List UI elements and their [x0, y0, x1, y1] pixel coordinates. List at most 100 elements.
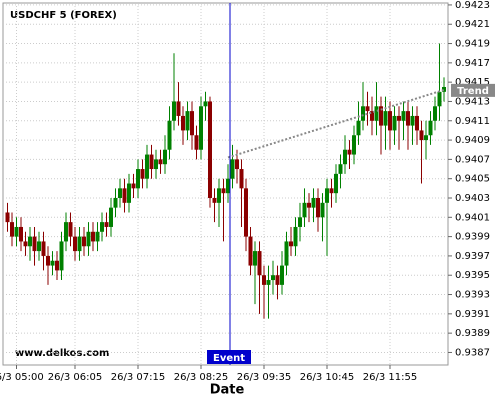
candle-body: [415, 115, 419, 131]
y-tick-label: 0.9405: [455, 174, 490, 185]
y-tick-label: 0.9391: [455, 309, 490, 320]
candle-body: [208, 101, 212, 198]
candle-body: [343, 149, 347, 165]
candle-body: [307, 202, 311, 208]
y-tick-label: 0.9399: [455, 232, 490, 243]
candle-body: [433, 106, 437, 121]
candle-body: [190, 111, 194, 136]
candle-body: [230, 159, 235, 179]
y-tick-label: 0.9423: [455, 0, 490, 11]
candle-body: [253, 251, 257, 266]
candle-body: [50, 260, 55, 266]
candle-body: [140, 169, 145, 179]
candle-body: [392, 115, 397, 131]
x-tick-label: 26/3 11:55: [363, 372, 417, 383]
y-tick-label: 0.9393: [455, 290, 490, 301]
candle-body: [361, 106, 365, 121]
candle-body: [262, 275, 266, 285]
candle-body: [145, 154, 149, 179]
x-tick-label: 26/3 09:35: [237, 372, 291, 383]
x-axis-label: Date: [210, 383, 245, 398]
candle-body: [370, 111, 374, 121]
x-tick-label: 26/3 06:05: [48, 372, 102, 383]
candle-body: [77, 236, 82, 252]
candle-body: [325, 188, 329, 203]
trend-tag: [451, 83, 495, 97]
y-tick-label: 0.9387: [455, 347, 490, 358]
candle-body: [401, 111, 406, 121]
candle-body: [100, 222, 104, 232]
candle-body: [23, 241, 28, 247]
candle-body: [365, 106, 370, 112]
x-tick-label: 26/3 05:00: [0, 372, 44, 383]
y-tick-label: 0.9389: [455, 328, 490, 339]
candle-body: [149, 154, 154, 170]
candle-body: [226, 178, 230, 194]
y-tick-label: 0.9415: [455, 77, 490, 88]
candle-body: [244, 188, 248, 237]
y-tick-label: 0.9407: [455, 154, 490, 165]
candle-body: [203, 101, 208, 107]
candle-body: [316, 197, 320, 218]
candle-body: [95, 231, 100, 242]
candle-body: [248, 236, 253, 266]
candle-body: [419, 130, 424, 141]
candle-body: [424, 135, 428, 141]
candle-body: [167, 120, 172, 150]
candle-body: [320, 202, 325, 218]
candle-body: [91, 231, 95, 242]
candle-body: [122, 188, 127, 203]
candle-body: [338, 164, 343, 174]
candle-body: [311, 197, 316, 208]
candle-body: [181, 115, 185, 131]
candle-body: [104, 222, 109, 227]
candle-body: [356, 120, 361, 136]
candle-body: [154, 159, 158, 170]
candle-body: [109, 207, 113, 227]
event-tag: [207, 350, 251, 364]
event-label: Event: [213, 353, 245, 364]
candle-body: [280, 265, 284, 285]
candle-body: [271, 275, 275, 281]
candle-body: [14, 226, 19, 237]
x-tick-label: 26/3 07:15: [111, 372, 165, 383]
candle-body: [257, 251, 262, 276]
candle-body: [302, 202, 307, 218]
candle-body: [131, 183, 136, 189]
candle-body: [442, 86, 446, 92]
candle-body: [113, 197, 118, 208]
candle-body: [10, 222, 14, 237]
candle-body: [46, 255, 50, 266]
candle-body: [64, 222, 68, 242]
candle-body: [212, 197, 217, 203]
candle-body: [388, 111, 392, 131]
candle-body: [172, 101, 176, 121]
candle-body: [28, 236, 32, 247]
candle-body: [82, 236, 86, 247]
candle-body: [86, 231, 91, 247]
candle-body: [293, 226, 298, 247]
candle-body: [5, 212, 10, 223]
candle-body: [221, 188, 226, 194]
candle-body: [73, 236, 77, 252]
candle-body: [397, 115, 401, 121]
candle-body: [406, 111, 410, 126]
trend-line: [227, 88, 445, 159]
candle-body: [428, 120, 433, 136]
y-tick-label: 0.9401: [455, 212, 490, 223]
y-tick-label: 0.9411: [455, 116, 490, 127]
trend-label: Trend: [457, 86, 489, 97]
chart-title: USDCHF 5 (FOREX): [10, 10, 117, 21]
y-tick-label: 0.9419: [455, 39, 490, 50]
candle-body: [194, 135, 199, 150]
candle-body: [239, 169, 244, 189]
y-tick-label: 0.9413: [455, 96, 490, 107]
candle-body: [289, 241, 293, 247]
y-tick-label: 0.9417: [455, 58, 490, 69]
candle-body: [158, 159, 163, 165]
candle-body: [235, 159, 239, 170]
candle-body: [32, 236, 37, 252]
candle-body: [41, 241, 46, 256]
candle-body: [185, 111, 190, 131]
